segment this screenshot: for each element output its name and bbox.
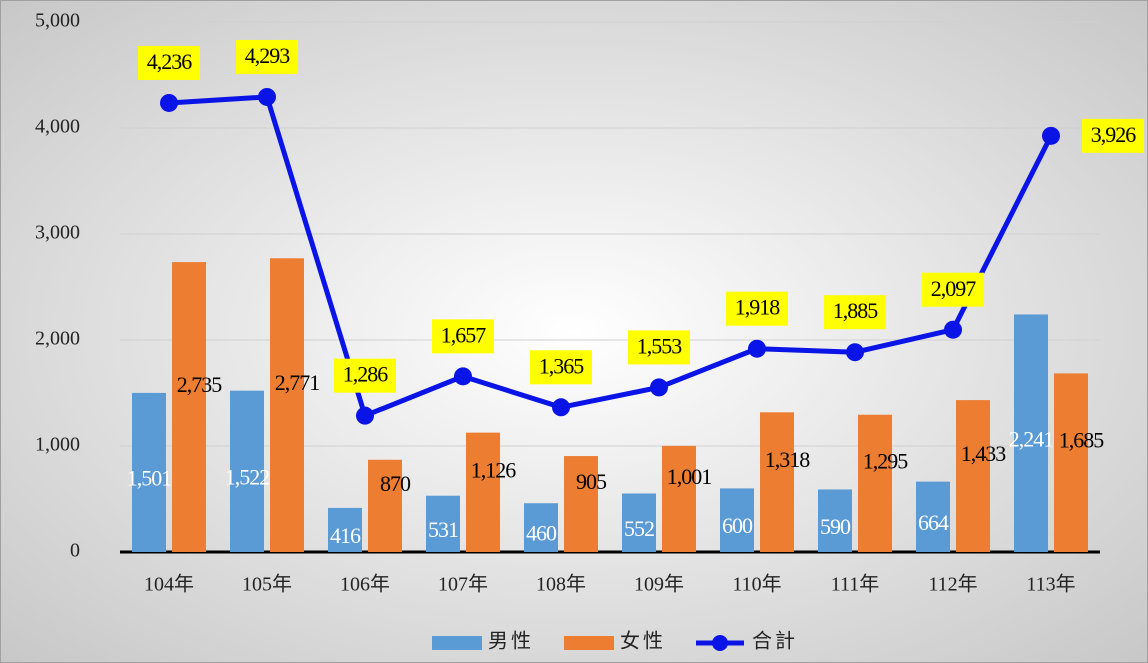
bar — [230, 390, 264, 552]
label-box — [726, 291, 788, 326]
bar — [172, 262, 206, 552]
data-label: 531 — [428, 517, 458, 542]
x-tick-label: 109年 — [634, 573, 684, 596]
data-label: 664 — [918, 510, 949, 535]
line-marker — [944, 320, 962, 339]
label-box — [334, 358, 396, 393]
data-label: 416 — [330, 523, 361, 548]
line-marker — [552, 398, 570, 417]
data-label: 1,365 — [539, 353, 585, 378]
line-marker — [650, 378, 668, 397]
x-tick-label: 108年 — [536, 573, 586, 596]
label-box — [922, 272, 984, 307]
bar — [760, 412, 794, 552]
legend-label: 合計 — [752, 630, 798, 653]
label-box — [1082, 118, 1144, 153]
line-marker — [1042, 126, 1060, 145]
bar — [368, 459, 402, 552]
bar — [132, 392, 166, 552]
bar — [818, 489, 852, 552]
data-label: 3,926 — [1091, 122, 1137, 147]
legend-swatch — [712, 635, 728, 651]
x-tick-label: 110年 — [732, 573, 781, 596]
data-label: 4,236 — [147, 49, 193, 74]
x-tick-label: 104年 — [144, 573, 194, 596]
data-label: 600 — [722, 513, 753, 538]
label-box — [824, 295, 886, 330]
label-box — [138, 45, 200, 80]
y-tick-label: 5,000 — [35, 10, 80, 32]
label-box — [432, 319, 494, 354]
line-marker — [356, 406, 374, 425]
data-label: 1,295 — [863, 448, 909, 473]
data-label: 1,001 — [667, 464, 712, 489]
data-label: 1,553 — [637, 333, 683, 358]
data-label: 552 — [624, 516, 654, 541]
data-label: 460 — [526, 521, 557, 546]
data-label: 1,685 — [1059, 428, 1105, 453]
legend-swatch — [564, 636, 614, 650]
x-tick-label: 105年 — [242, 573, 292, 596]
y-tick-label: 1,000 — [35, 434, 80, 456]
bar — [1014, 314, 1048, 552]
data-label: 1,126 — [471, 457, 517, 482]
line-marker — [846, 343, 864, 362]
label-box — [628, 330, 690, 365]
label-box — [236, 39, 298, 74]
data-label: 2,241 — [1009, 426, 1054, 451]
bar — [270, 258, 304, 552]
data-label: 1,522 — [225, 464, 270, 489]
bar — [956, 400, 990, 552]
line-marker — [748, 339, 766, 358]
data-label: 1,885 — [833, 298, 879, 323]
y-tick-label: 2,000 — [35, 328, 80, 350]
data-label: 4,293 — [245, 43, 291, 68]
bar — [426, 495, 460, 552]
line-marker — [258, 87, 276, 106]
bar — [622, 493, 656, 552]
bar — [662, 445, 696, 552]
bar — [1054, 373, 1088, 552]
label-box — [530, 350, 592, 385]
data-label: 1,657 — [441, 322, 487, 347]
data-label: 1,501 — [127, 465, 172, 490]
line-marker — [160, 93, 178, 112]
y-tick-label: 4,000 — [35, 116, 80, 138]
data-label: 905 — [576, 469, 607, 494]
bar — [916, 481, 950, 552]
data-label: 1,918 — [735, 295, 781, 320]
data-label: 2,771 — [275, 370, 320, 395]
legend-swatch — [432, 636, 482, 650]
y-tick-label: 3,000 — [35, 222, 80, 244]
bar — [720, 488, 754, 552]
data-label: 2,735 — [177, 372, 223, 397]
data-label: 1,318 — [765, 447, 811, 472]
data-label: 2,097 — [931, 276, 977, 301]
x-tick-label: 106年 — [340, 573, 390, 596]
x-tick-label: 112年 — [928, 573, 977, 596]
bar — [328, 507, 362, 552]
data-label: 1,433 — [961, 441, 1007, 466]
data-label: 590 — [820, 514, 851, 539]
bar — [524, 503, 558, 552]
x-tick-label: 113年 — [1026, 573, 1075, 596]
x-tick-label: 111年 — [831, 573, 880, 596]
line — [168, 94, 1054, 420]
legend-label: 女性 — [620, 630, 666, 653]
line-marker — [454, 367, 472, 386]
bar — [858, 414, 892, 552]
legend-label: 男性 — [488, 630, 534, 653]
data-label: 870 — [380, 471, 411, 496]
bar — [564, 456, 598, 552]
bar — [466, 432, 500, 552]
x-tick-label: 107年 — [438, 573, 488, 596]
data-label: 1,286 — [343, 362, 389, 387]
y-tick-label: 0 — [70, 540, 80, 562]
